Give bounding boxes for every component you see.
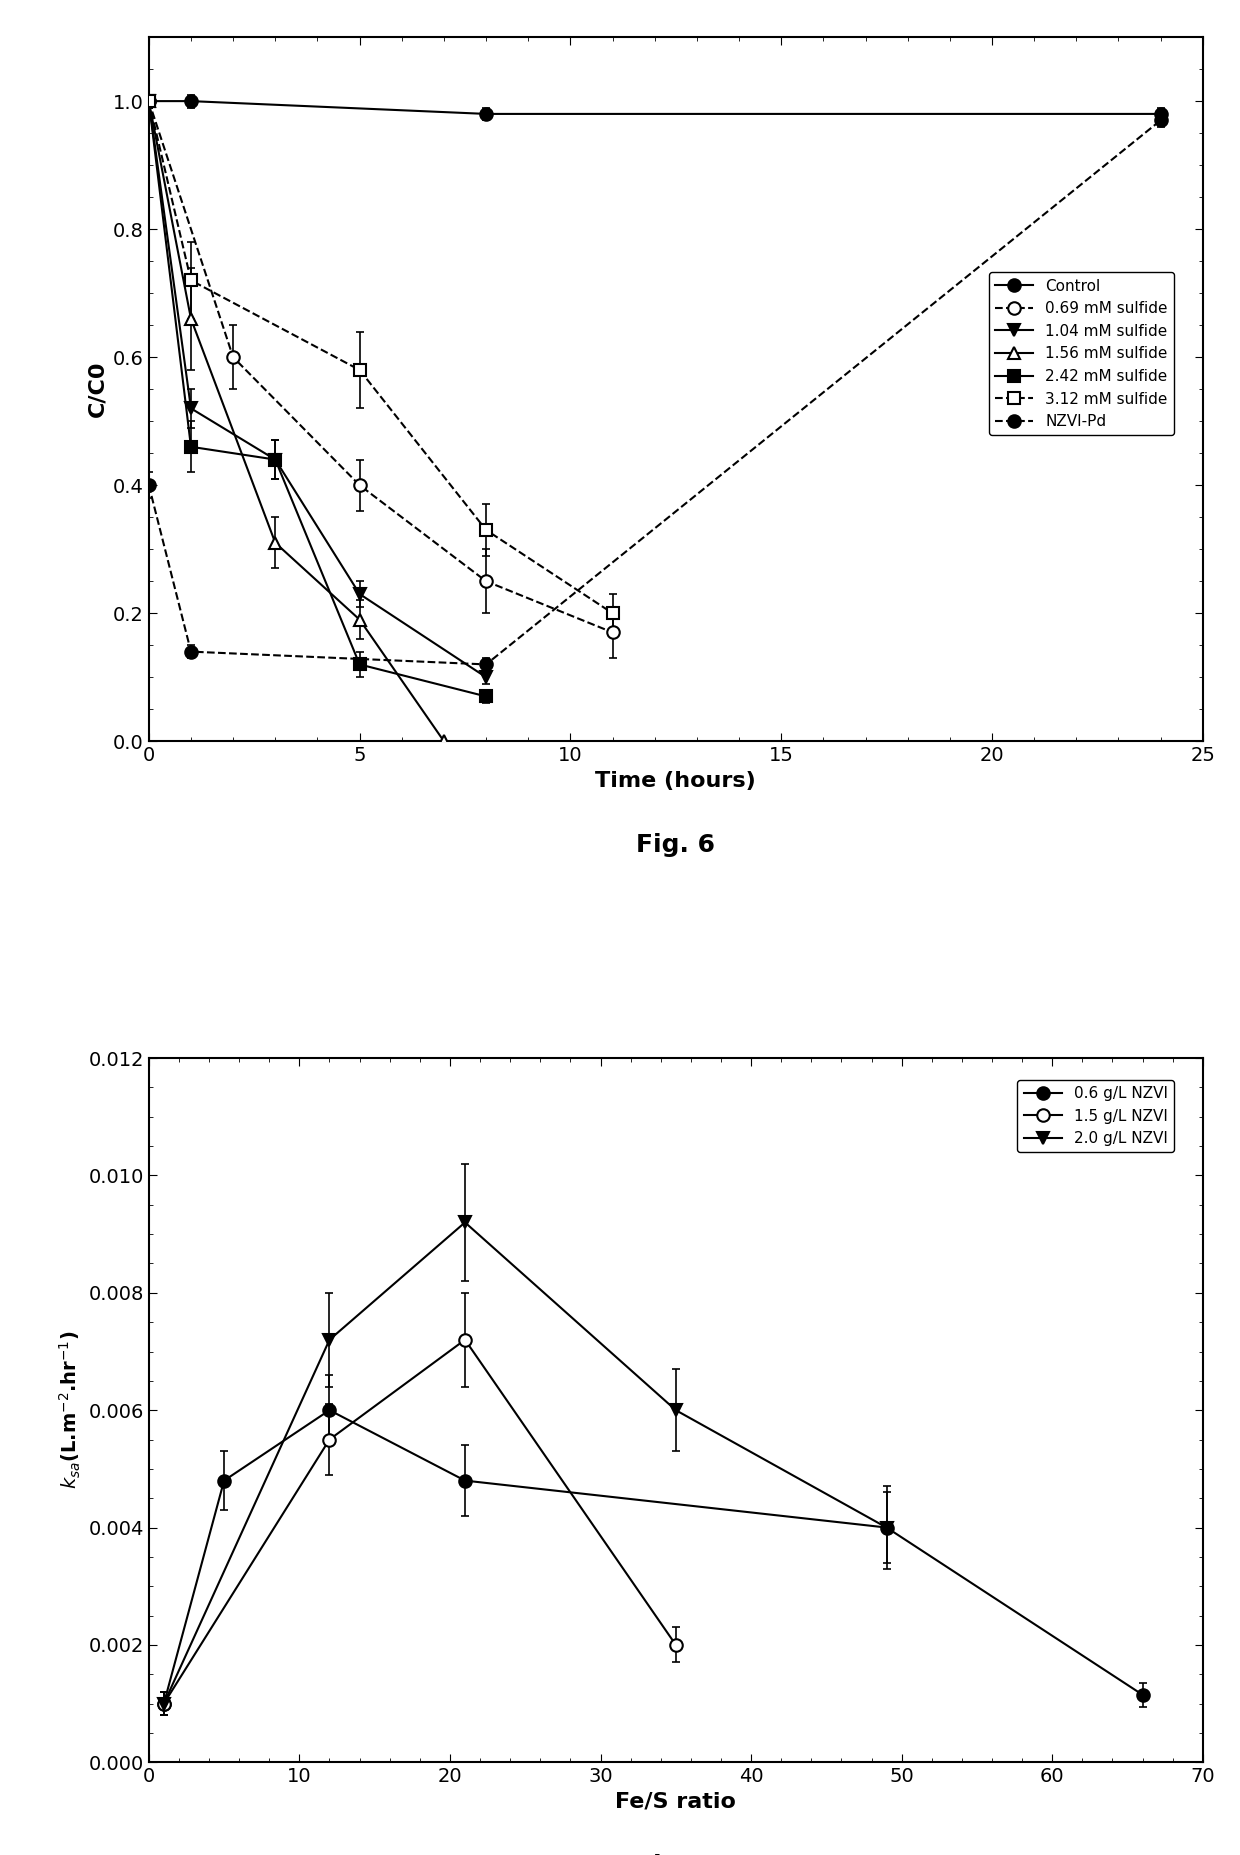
0.6 g/L NZVI [879, 1516, 894, 1538]
3.12 mM sulfide [605, 603, 620, 625]
NZVI-Pd [1153, 109, 1168, 132]
1.04 mM sulfide [352, 582, 367, 605]
0.69 mM sulfide [141, 91, 156, 113]
1.5 g/L NZVI [156, 1692, 171, 1714]
Line: 1.5 g/L NZVI: 1.5 g/L NZVI [157, 1334, 682, 1710]
0.6 g/L NZVI [156, 1692, 171, 1714]
3.12 mM sulfide [479, 519, 494, 542]
1.56 mM sulfide [184, 308, 198, 330]
X-axis label: Time (hours): Time (hours) [595, 770, 756, 790]
2.0 g/L NZVI [458, 1211, 472, 1234]
NZVI-Pd [141, 475, 156, 497]
Line: 0.69 mM sulfide: 0.69 mM sulfide [143, 95, 619, 638]
0.69 mM sulfide [479, 569, 494, 592]
3.12 mM sulfide [141, 91, 156, 113]
0.6 g/L NZVI [1135, 1684, 1149, 1707]
Legend: Control, 0.69 mM sulfide, 1.04 mM sulfide, 1.56 mM sulfide, 2.42 mM sulfide, 3.1: Control, 0.69 mM sulfide, 1.04 mM sulfid… [990, 273, 1174, 436]
Control [1153, 102, 1168, 124]
2.42 mM sulfide [184, 436, 198, 458]
3.12 mM sulfide [184, 269, 198, 291]
2.42 mM sulfide [352, 653, 367, 675]
0.69 mM sulfide [352, 475, 367, 497]
Control [141, 91, 156, 113]
Line: Control: Control [143, 95, 1167, 121]
1.04 mM sulfide [184, 397, 198, 419]
1.5 g/L NZVI [458, 1328, 472, 1350]
0.6 g/L NZVI [458, 1469, 472, 1491]
2.0 g/L NZVI [668, 1399, 683, 1421]
Control [184, 91, 198, 113]
2.0 g/L NZVI [879, 1516, 894, 1538]
Line: 2.42 mM sulfide: 2.42 mM sulfide [143, 95, 492, 703]
NZVI-Pd [479, 653, 494, 675]
1.56 mM sulfide [268, 532, 283, 555]
2.42 mM sulfide [268, 449, 283, 471]
1.5 g/L NZVI [322, 1428, 337, 1451]
Legend: 0.6 g/L NZVI, 1.5 g/L NZVI, 2.0 g/L NZVI: 0.6 g/L NZVI, 1.5 g/L NZVI, 2.0 g/L NZVI [1018, 1080, 1174, 1152]
2.0 g/L NZVI [322, 1328, 337, 1350]
Line: 1.56 mM sulfide: 1.56 mM sulfide [143, 95, 450, 748]
1.04 mM sulfide [141, 91, 156, 113]
Line: 0.6 g/L NZVI: 0.6 g/L NZVI [157, 1404, 1148, 1710]
1.5 g/L NZVI [668, 1634, 683, 1657]
Y-axis label: $k$$_{sa}$(L.m$^{-2}$.hr$^{-1}$): $k$$_{sa}$(L.m$^{-2}$.hr$^{-1}$) [58, 1330, 83, 1490]
X-axis label: Fe/S ratio: Fe/S ratio [615, 1792, 737, 1812]
0.6 g/L NZVI [217, 1469, 232, 1491]
Line: NZVI-Pd: NZVI-Pd [143, 113, 1167, 672]
1.56 mM sulfide [436, 731, 451, 753]
2.0 g/L NZVI [156, 1692, 171, 1714]
0.6 g/L NZVI [322, 1399, 337, 1421]
Line: 1.04 mM sulfide: 1.04 mM sulfide [143, 95, 492, 683]
2.42 mM sulfide [141, 91, 156, 113]
1.56 mM sulfide [352, 608, 367, 631]
3.12 mM sulfide [352, 358, 367, 380]
Text: Fig. 6: Fig. 6 [636, 833, 715, 857]
Line: 2.0 g/L NZVI: 2.0 g/L NZVI [157, 1217, 893, 1710]
0.69 mM sulfide [226, 347, 241, 369]
Line: 3.12 mM sulfide: 3.12 mM sulfide [143, 95, 619, 620]
NZVI-Pd [184, 640, 198, 662]
1.56 mM sulfide [141, 91, 156, 113]
1.04 mM sulfide [268, 449, 283, 471]
Control [479, 102, 494, 124]
1.04 mM sulfide [479, 666, 494, 688]
Y-axis label: C/C0: C/C0 [88, 362, 108, 417]
0.69 mM sulfide [605, 621, 620, 644]
2.42 mM sulfide [479, 684, 494, 707]
